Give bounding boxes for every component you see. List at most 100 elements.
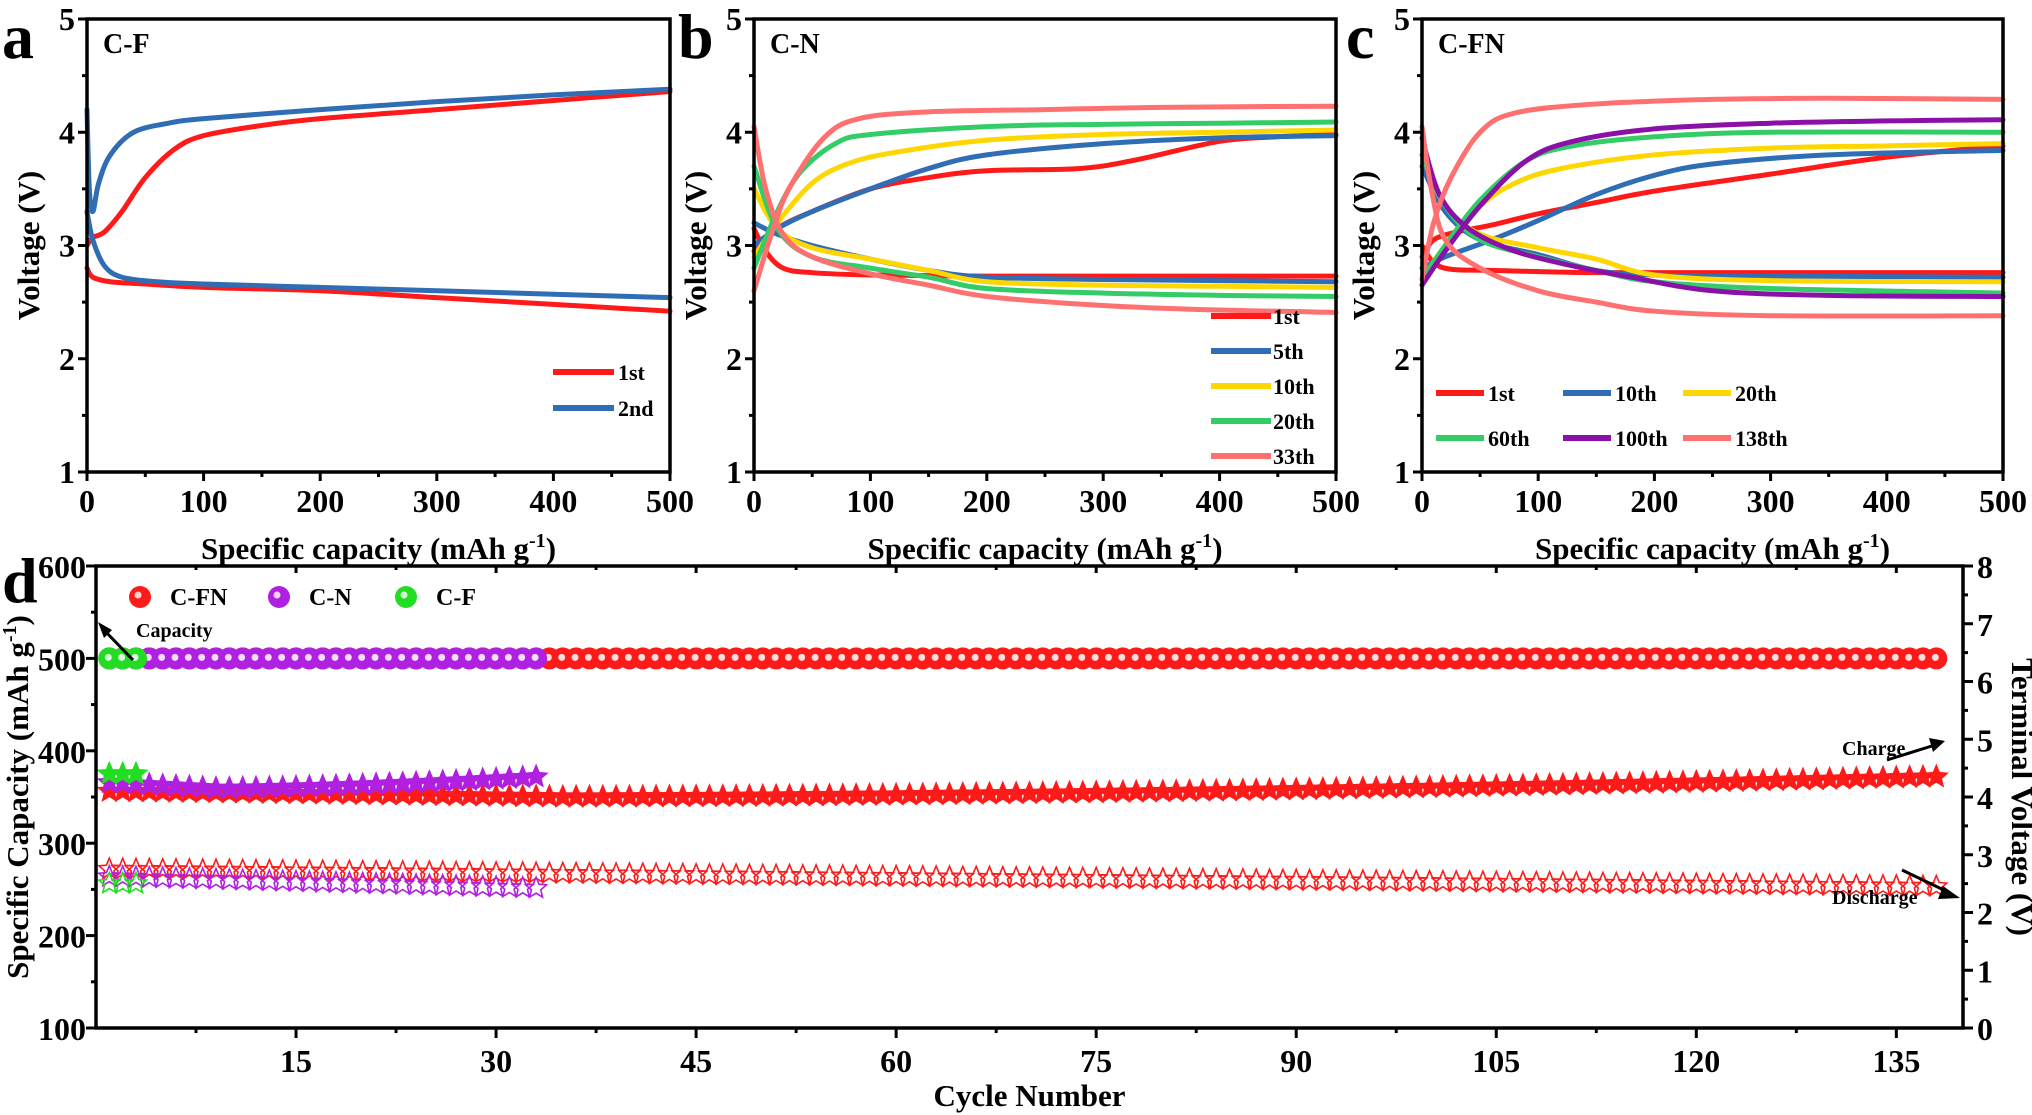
capacity-point-highlight-C-FN bbox=[1305, 653, 1313, 661]
curve-c-138th-discharge bbox=[1419, 124, 2006, 319]
legend-label-c: 138th bbox=[1735, 426, 1788, 451]
capacity-point-highlight-C-FN bbox=[958, 653, 966, 661]
panel-letter-b: b bbox=[678, 1, 714, 72]
x-tick-label-a: 400 bbox=[529, 483, 577, 519]
x-axis-title-b-sup: -1 bbox=[1196, 530, 1213, 552]
capacity-point-highlight-C-N bbox=[238, 653, 246, 661]
x-axis-title-b-end: ) bbox=[1212, 531, 1222, 566]
capacity-point-highlight-C-FN bbox=[1091, 653, 1099, 661]
panel-tag-a: C-F bbox=[103, 29, 150, 60]
capacity-point-highlight-C-FN bbox=[851, 653, 859, 661]
x-tick-label-a: 100 bbox=[180, 483, 228, 519]
capacity-point-highlight-C-FN bbox=[824, 653, 832, 661]
capacity-point-highlight-C-FN bbox=[1918, 653, 1926, 661]
capacity-point-highlight-C-FN bbox=[1371, 653, 1379, 661]
y-tick-label-c: 5 bbox=[1394, 1, 1410, 37]
capacity-point-highlight-C-FN bbox=[1585, 653, 1593, 661]
capacity-point-highlight-C-FN bbox=[1185, 653, 1193, 661]
x-tick-label-a: 200 bbox=[296, 483, 344, 519]
x-axis-title-b-main: Specific capacity (mAh g bbox=[867, 531, 1196, 566]
legend-label-c: 10th bbox=[1615, 381, 1657, 406]
capacity-point-highlight-C-FN bbox=[811, 653, 819, 661]
capacity-point-highlight-C-FN bbox=[1651, 653, 1659, 661]
y-axis-title-b: Voltage (V) bbox=[678, 171, 713, 321]
capacity-point-highlight-C-N bbox=[451, 653, 459, 661]
capacity-point-highlight-C-N bbox=[224, 653, 232, 661]
panel-letter-a: a bbox=[2, 1, 34, 72]
curve-c-1st-charge bbox=[1419, 143, 2006, 260]
y2-tick-label-d: 4 bbox=[1977, 780, 1993, 816]
curve-c-60th-charge bbox=[1419, 129, 2006, 282]
curve-b-1st-charge bbox=[751, 132, 1339, 254]
capacity-point-highlight-C-F bbox=[104, 653, 112, 661]
capacity-point-highlight-C-FN bbox=[1905, 653, 1913, 661]
y-axis-title-a: Voltage (V) bbox=[11, 171, 46, 321]
capacity-point-highlight-C-FN bbox=[784, 653, 792, 661]
capacity-point-highlight-C-FN bbox=[1078, 653, 1086, 661]
panel-a-plot: 0 100 200 300 400 500 1 2 3 4 5 Specific capacity (… bbox=[11, 1, 694, 566]
x-axis-title-a: Specific capacity (mAh g-1) bbox=[201, 530, 556, 566]
y2-tick-label-d: 5 bbox=[1977, 722, 1993, 758]
series-d-C-N bbox=[96, 763, 549, 899]
curve-a-1st-charge bbox=[84, 88, 673, 248]
y2-tick-label-d: 0 bbox=[1977, 1011, 1993, 1047]
capacity-point-highlight-C-FN bbox=[798, 653, 806, 661]
x-axis-title-c-end: ) bbox=[1880, 531, 1890, 566]
capacity-point-highlight-C-FN bbox=[1571, 653, 1579, 661]
curve-c-100th-charge bbox=[1419, 117, 2006, 288]
legend-label-c: 20th bbox=[1735, 381, 1777, 406]
capacity-point-highlight-C-N bbox=[291, 653, 299, 661]
x-axis-title-a-end: ) bbox=[546, 531, 556, 566]
capacity-point-highlight-C-FN bbox=[1065, 653, 1073, 661]
capacity-point-highlight-C-FN bbox=[838, 653, 846, 661]
capacity-point-highlight-C-FN bbox=[1758, 653, 1766, 661]
capacity-point-highlight-C-FN bbox=[1691, 653, 1699, 661]
charge-point-C-N bbox=[523, 763, 549, 788]
x-tick-label-b: 300 bbox=[1079, 483, 1127, 519]
capacity-point-highlight-C-FN bbox=[1358, 653, 1366, 661]
capacity-point-highlight-C-FN bbox=[1198, 653, 1206, 661]
annotation-discharge: Discharge bbox=[1832, 887, 1918, 909]
panel-b-plot: 0 100 200 300 400 500 1 2 3 4 5 Specific capacity (… bbox=[678, 1, 1360, 566]
arrow-capacity bbox=[102, 628, 135, 662]
capacity-point-highlight-C-FN bbox=[611, 653, 619, 661]
capacity-point-highlight-C-FN bbox=[1118, 653, 1126, 661]
capacity-point-highlight-C-FN bbox=[1771, 653, 1779, 661]
y-tick-label-c: 1 bbox=[1394, 454, 1410, 490]
capacity-point-highlight-C-FN bbox=[1438, 653, 1446, 661]
x-tick-label-a: 500 bbox=[646, 483, 694, 519]
curve-a-2nd-charge bbox=[84, 86, 673, 215]
capacity-point-highlight-C-FN bbox=[1238, 653, 1246, 661]
capacity-point-highlight-C-FN bbox=[1171, 653, 1179, 661]
legend-label-d: C-F bbox=[436, 585, 476, 611]
annotation-capacity: Capacity bbox=[136, 620, 213, 642]
arrowhead-discharge bbox=[1938, 886, 1960, 899]
panel-tag-c: C-FN bbox=[1438, 29, 1505, 60]
capacity-point-highlight-C-FN bbox=[1505, 653, 1513, 661]
x-tick-label-a: 0 bbox=[79, 483, 95, 519]
capacity-point-highlight-C-FN bbox=[904, 653, 912, 661]
capacity-point-highlight-C-F bbox=[118, 653, 126, 661]
capacity-series-C-N bbox=[98, 647, 548, 670]
x-tick-label-b: 200 bbox=[963, 483, 1011, 519]
curve-a-1st-discharge bbox=[84, 265, 673, 314]
capacity-point-highlight-C-FN bbox=[664, 653, 672, 661]
capacity-point-highlight-C-FN bbox=[1385, 653, 1393, 661]
legend-label-d: C-N bbox=[309, 585, 352, 611]
capacity-point-highlight-C-FN bbox=[1318, 653, 1326, 661]
capacity-point-highlight-C-N bbox=[198, 653, 206, 661]
capacity-point-highlight-C-FN bbox=[1105, 653, 1113, 661]
capacity-point-highlight-C-N bbox=[384, 653, 392, 661]
x-tick-label-d: 45 bbox=[680, 1043, 712, 1079]
capacity-point-highlight-C-FN bbox=[891, 653, 899, 661]
y2-tick-label-d: 3 bbox=[1977, 838, 1993, 874]
x-tick-label-c: 500 bbox=[1979, 483, 2027, 519]
x-axis-title-b: Specific capacity (mAh g-1) bbox=[867, 530, 1222, 566]
capacity-point-highlight-C-FN bbox=[1865, 653, 1873, 661]
capacity-point-highlight-C-FN bbox=[1531, 653, 1539, 661]
y-axis-title-d-end: ) bbox=[0, 615, 35, 625]
y-tick-label-d: 500 bbox=[38, 641, 86, 677]
x-tick-label-d: 90 bbox=[1280, 1043, 1312, 1079]
capacity-point-highlight-C-FN bbox=[1798, 653, 1806, 661]
